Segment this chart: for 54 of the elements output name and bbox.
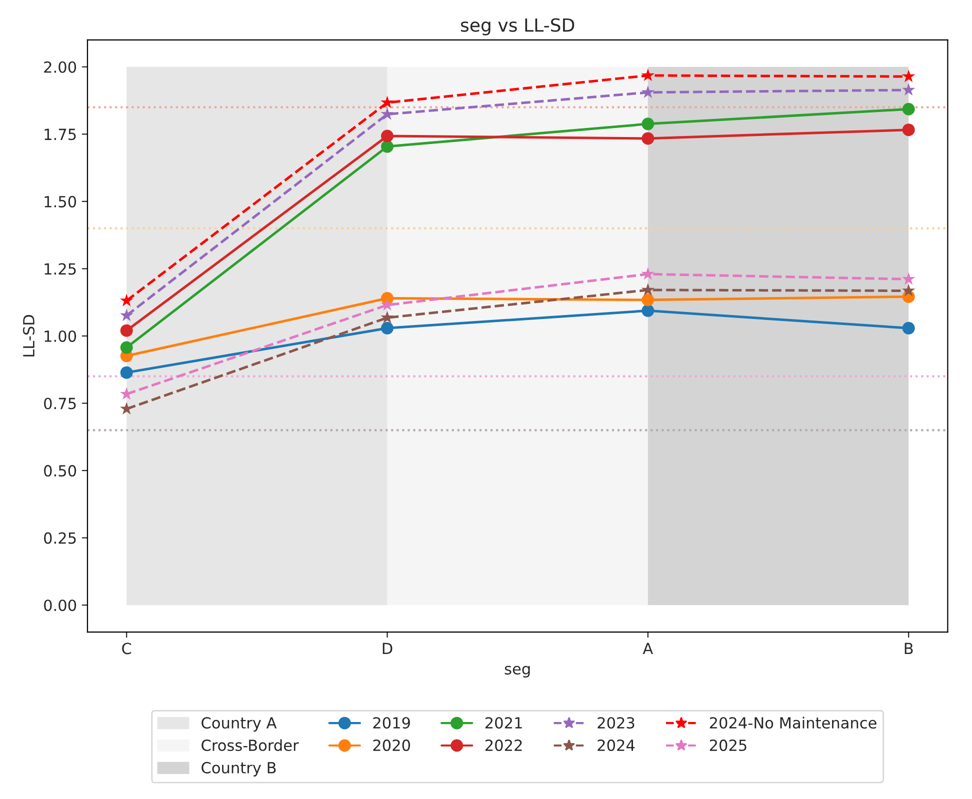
legend-label: 2023 xyxy=(598,717,634,729)
point xyxy=(120,324,133,337)
y-tick-label: 0.50 xyxy=(44,465,76,477)
point xyxy=(902,272,916,285)
y-tick-label: 0.25 xyxy=(44,532,76,544)
point xyxy=(380,96,394,108)
legend-label: Cross-Border xyxy=(202,739,299,752)
point xyxy=(642,304,654,317)
y-tick-label: 2.00 xyxy=(44,61,76,73)
point xyxy=(380,298,394,311)
point xyxy=(902,102,915,116)
legend-label: 2020 xyxy=(373,740,410,752)
legend-label: Country B xyxy=(202,762,276,776)
legend-label: 2024 xyxy=(598,740,635,752)
legend-label: Country A xyxy=(202,717,277,732)
point xyxy=(641,267,655,280)
point xyxy=(902,83,916,96)
point xyxy=(642,294,654,306)
x-tick-label: C xyxy=(122,642,132,654)
point xyxy=(902,124,915,136)
x-tick-label: B xyxy=(904,642,913,654)
y-tick-label: 1.50 xyxy=(44,196,76,208)
chart-title: seg vs LL-SD xyxy=(460,18,574,36)
point xyxy=(641,283,655,296)
y-tick-label: 1.75 xyxy=(44,128,76,140)
point xyxy=(642,132,654,145)
legend-label: 2019 xyxy=(373,717,410,729)
point xyxy=(120,366,133,379)
point xyxy=(642,118,654,130)
x-axis-title: seg xyxy=(504,666,530,678)
point xyxy=(641,85,655,98)
y-tick-label: 0.00 xyxy=(44,600,76,612)
point xyxy=(381,130,394,142)
point xyxy=(120,341,133,354)
point xyxy=(381,140,394,153)
legend-label: 2022 xyxy=(485,740,522,752)
point xyxy=(380,310,394,324)
legend-label: 2025 xyxy=(710,740,746,752)
point xyxy=(902,284,916,296)
point xyxy=(120,294,134,306)
y-tick-label: 1.00 xyxy=(44,330,76,342)
point xyxy=(641,68,655,82)
point xyxy=(380,107,394,120)
y-axis-title: LL-SD xyxy=(22,315,35,356)
x-tick-label: D xyxy=(382,642,392,654)
point xyxy=(120,308,134,322)
point xyxy=(381,322,394,334)
y-tick-label: 1.25 xyxy=(44,263,76,275)
legend-label: 2021 xyxy=(485,717,522,729)
point xyxy=(902,322,915,334)
x-tick-label: A xyxy=(642,642,654,654)
point xyxy=(902,70,916,82)
y-tick-label: 0.75 xyxy=(44,398,76,410)
legend-label: 2024-No Maintenance xyxy=(710,716,876,729)
